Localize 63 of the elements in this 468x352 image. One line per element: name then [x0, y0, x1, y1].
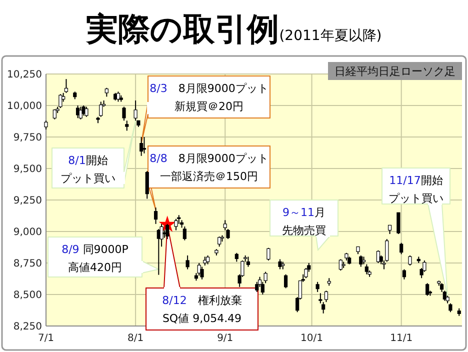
chart-title: 実際の取引例(2011年夏以降): [85, 10, 382, 48]
candlestick: [255, 281, 259, 292]
candlestick: [125, 120, 129, 132]
annotation: 8/1開始プット買い: [60, 154, 116, 185]
candlestick: [246, 256, 250, 268]
candlestick: [316, 281, 320, 292]
candlestick: [400, 242, 404, 255]
candlestick: [396, 212, 400, 235]
x-tick-label: 10/1: [300, 333, 324, 344]
y-tick-label: 9,250: [13, 196, 42, 206]
annotation: 8/3 8月限9000プット新規買＠20円: [150, 82, 268, 113]
candlestick: [99, 101, 103, 118]
candlestick: [376, 250, 380, 264]
y-tick-label: 9,500: [13, 164, 42, 175]
candlestick: [264, 271, 268, 284]
y-tick-label: 9,750: [13, 132, 42, 144]
annotation: 8/12 権利放棄 SQ値 9,054.49: [162, 294, 242, 325]
candlestick: [140, 136, 144, 156]
annotation: 9～11月先物売買: [282, 206, 326, 237]
candlestick: [64, 78, 68, 94]
candlestick: [364, 264, 368, 275]
candlestick: [322, 302, 326, 314]
candlestick: [116, 91, 120, 102]
candlestick: [402, 268, 406, 280]
y-tick-label: 8,250: [13, 322, 42, 332]
chart-subtitle: 日経平均日足ローソク足: [334, 65, 456, 78]
candlestick: [223, 220, 227, 231]
candlestick: [134, 100, 138, 122]
annotation: 8/8 8月限9000プット一部返済売＠150円: [150, 152, 268, 183]
candlestick: [142, 136, 146, 154]
annotation: 8/9 同9000P 高値420円: [62, 243, 129, 274]
x-tick-label: 8/1: [128, 333, 144, 344]
x-tick-label: 11/1: [390, 333, 413, 344]
candlestick: [226, 228, 230, 240]
candlestick: [260, 281, 264, 295]
candlestick: [154, 207, 158, 224]
candlestick: [58, 94, 62, 109]
candlestick: [359, 254, 363, 268]
candlestick: [200, 266, 204, 280]
candlestick: [82, 105, 86, 116]
candlestick: [284, 274, 288, 289]
candlestick: [318, 292, 322, 304]
y-tick-label: 9,000: [13, 227, 42, 238]
x-tick-label: 9/1: [217, 333, 234, 344]
candlestick: [324, 290, 328, 303]
candlestick: [84, 106, 88, 118]
candlestick: [166, 223, 170, 240]
x-tick-label: 7/1: [38, 333, 54, 344]
candlestick: [266, 247, 270, 261]
y-tick-label: 8,750: [13, 258, 42, 270]
candlestick: [278, 258, 282, 270]
candlestick: [76, 105, 80, 119]
candlestick: [145, 170, 149, 200]
y-tick-label: 8,500: [13, 290, 42, 301]
annotation: 11/17開始プット買い: [388, 174, 444, 205]
candlestick: [122, 106, 126, 122]
y-tick-label: 10,250: [7, 70, 42, 80]
candlestick: [186, 254, 190, 270]
candlestick: [408, 254, 412, 266]
candlestick: [426, 282, 430, 296]
y-tick-label: 10,000: [7, 101, 42, 112]
candlestick: [218, 236, 222, 248]
candlestick: [174, 218, 178, 231]
